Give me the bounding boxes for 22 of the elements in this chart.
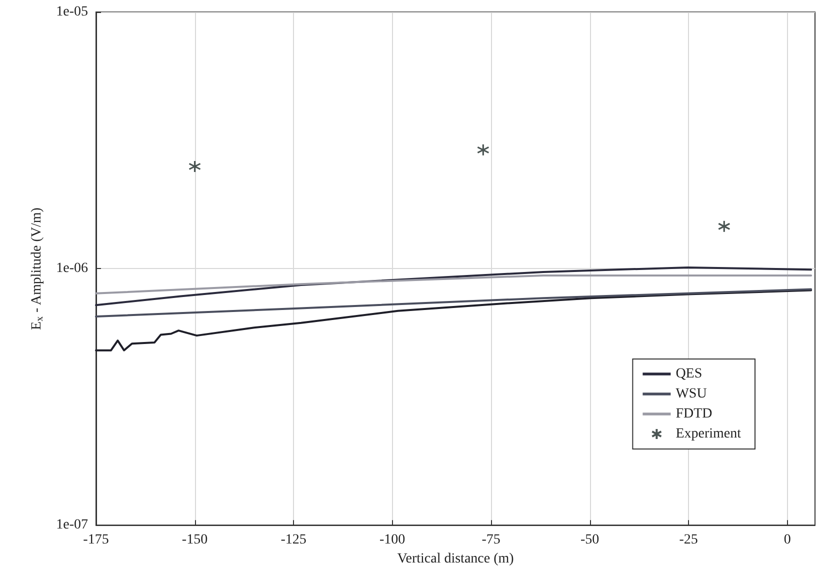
legend-label: FDTD	[676, 406, 712, 422]
x-tick-label: -150	[182, 532, 208, 548]
x-tick-label: -100	[379, 532, 406, 548]
x-tick-label: 0	[784, 532, 791, 548]
point	[188, 160, 202, 173]
y-tick-label: 1e-05	[56, 4, 88, 20]
legend-label: Experiment	[676, 426, 742, 442]
legend-label: QES	[676, 366, 702, 382]
legend-label: WSU	[676, 386, 707, 402]
line-series	[95, 288, 812, 318]
y-tick-label: 1e-07	[56, 518, 88, 533]
x-tick-label: -50	[580, 532, 600, 548]
line-series	[95, 289, 812, 352]
point	[476, 144, 490, 156]
point	[718, 220, 730, 233]
x-tick-label: -175	[83, 532, 109, 548]
x-tick-label: -25	[679, 532, 698, 548]
y-axis-title: Ex - Amplitude (V/m)	[30, 207, 46, 330]
y-tick-label: 1e-06	[56, 261, 88, 276]
x-axis-title: Vertical distance (m)	[397, 552, 514, 566]
x-tick-label: -125	[280, 532, 306, 548]
x-tick-label: -75	[482, 532, 500, 548]
